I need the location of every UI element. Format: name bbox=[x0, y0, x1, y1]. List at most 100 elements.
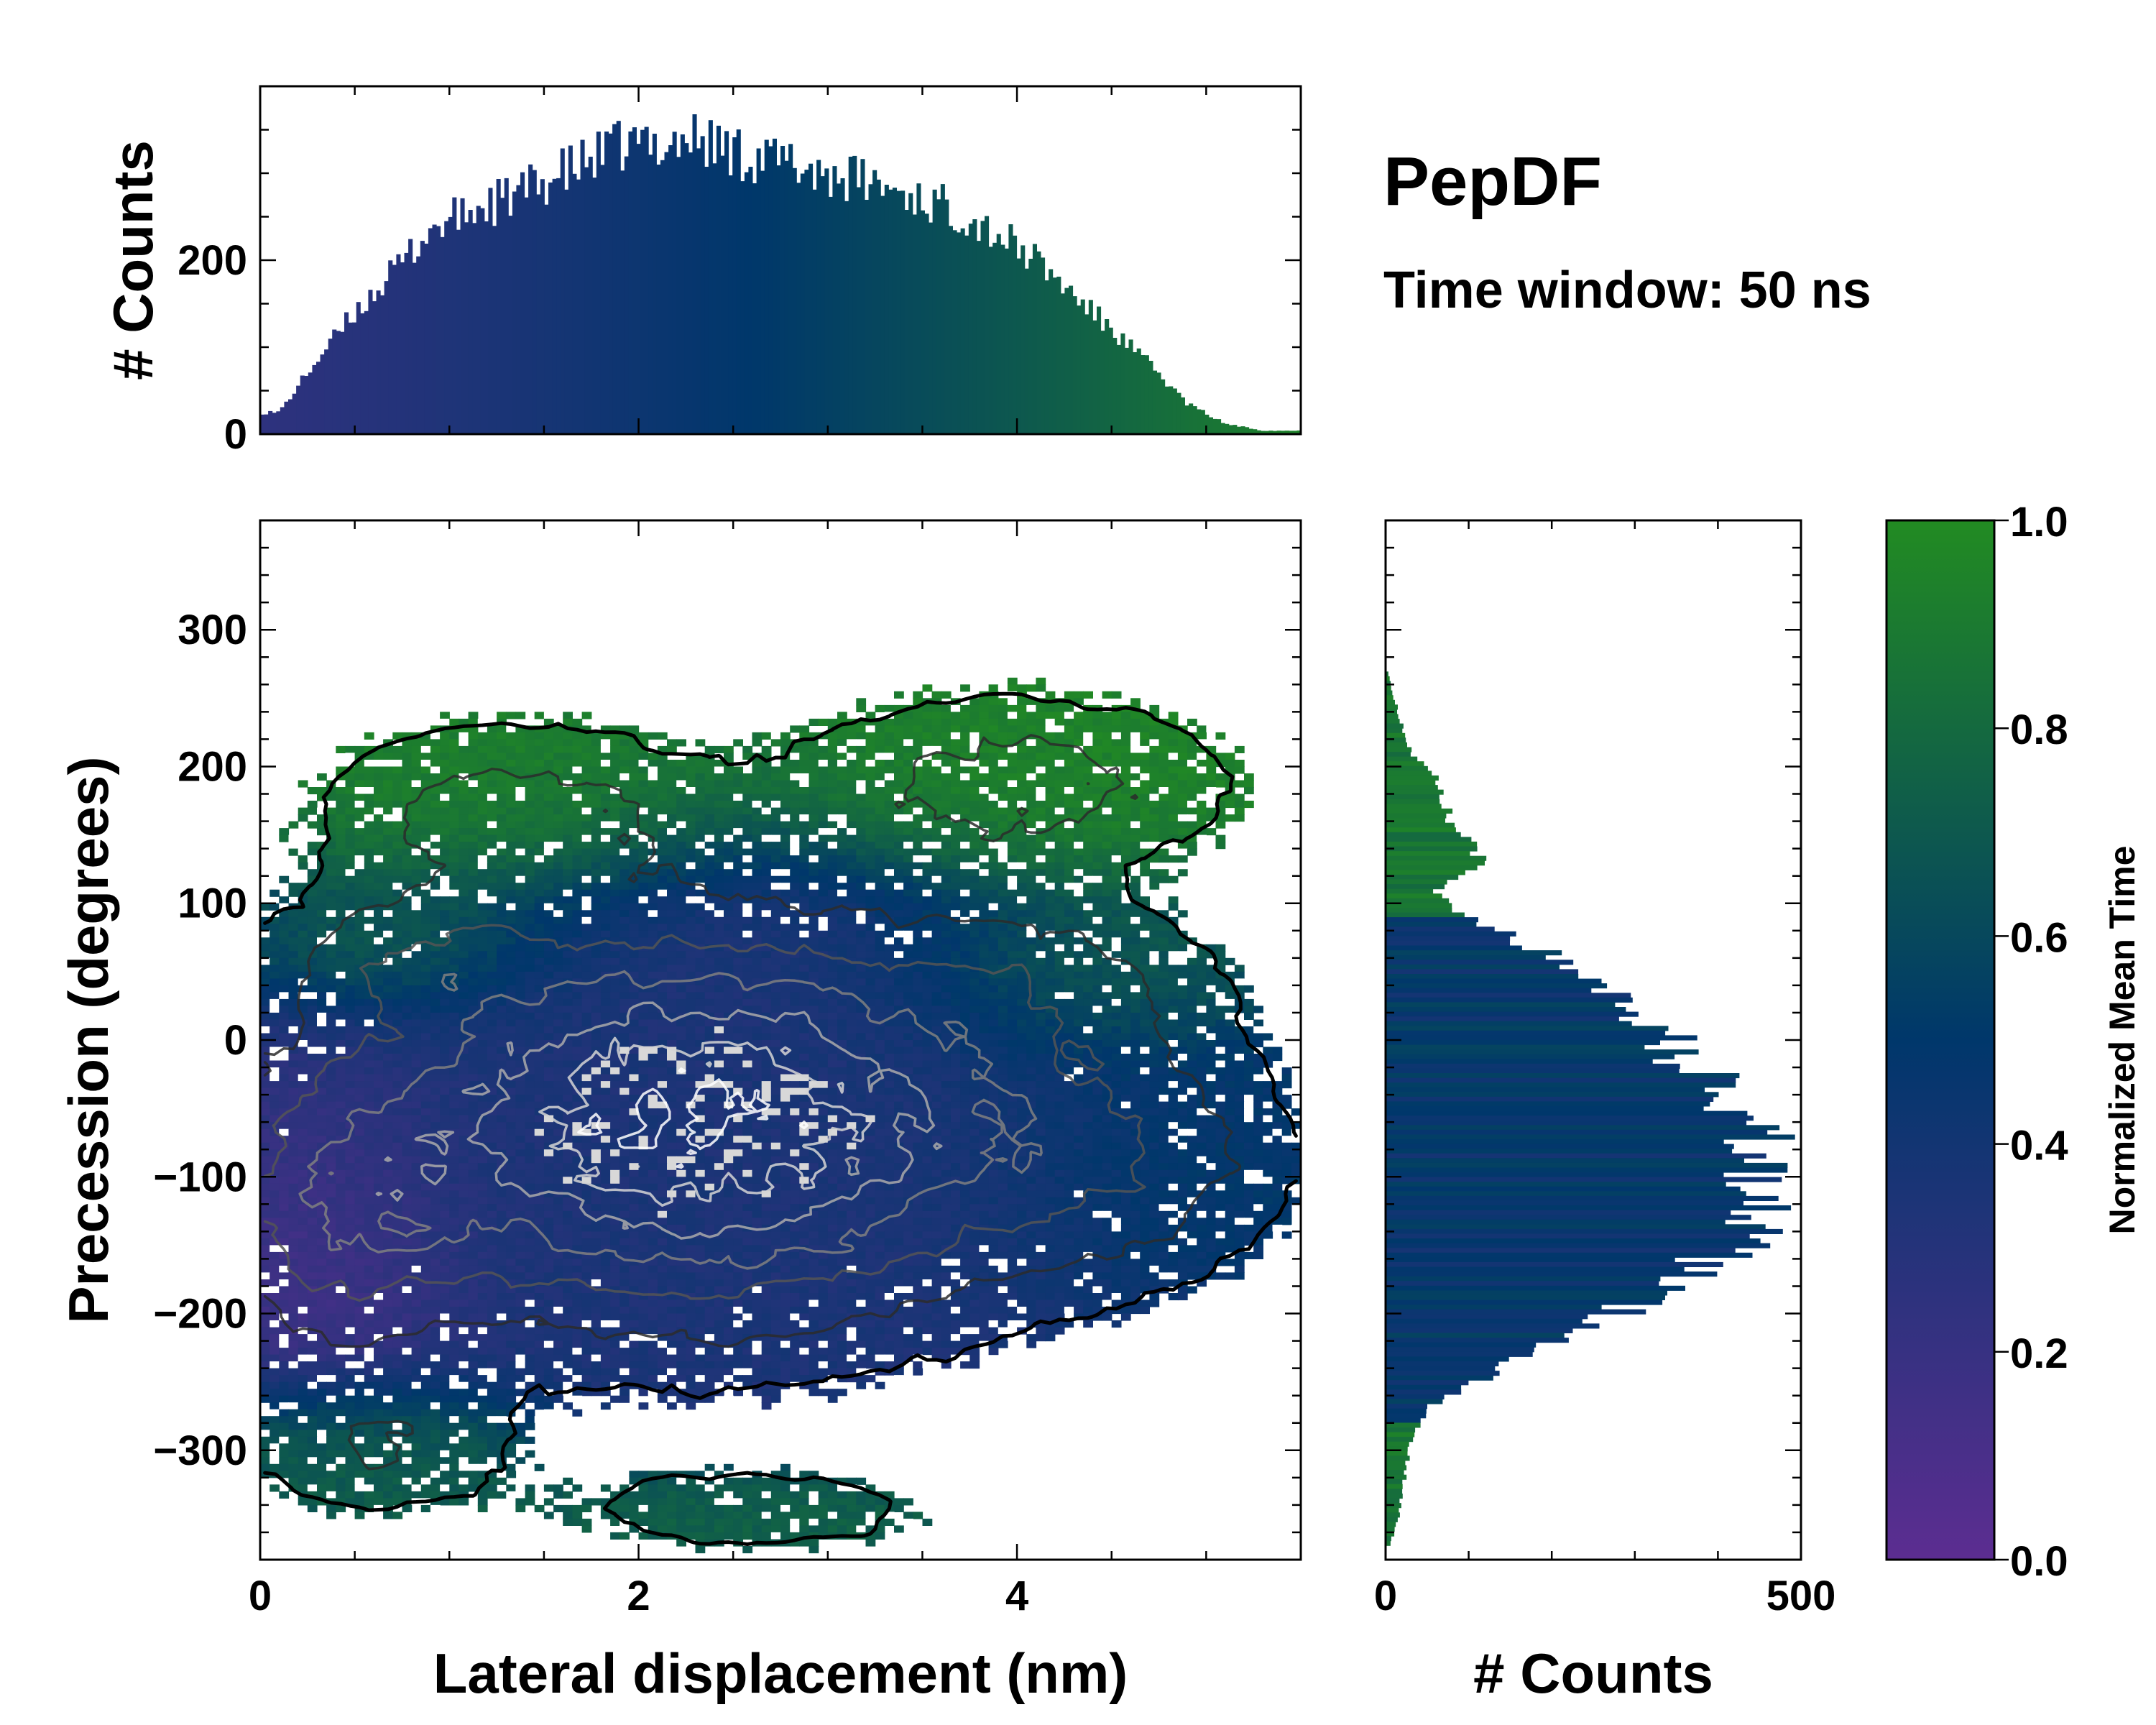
heatmap-cell bbox=[950, 875, 961, 883]
heatmap-cell bbox=[903, 760, 913, 768]
heatmap-cell bbox=[468, 814, 479, 822]
heatmap-cell bbox=[950, 992, 961, 1000]
heatmap-cell bbox=[411, 828, 422, 836]
heatmap-cell bbox=[1054, 957, 1065, 965]
heatmap-cell bbox=[799, 869, 810, 877]
heatmap-cell bbox=[364, 992, 374, 1000]
heatmap-cell bbox=[865, 855, 876, 863]
heatmap-cell bbox=[770, 834, 781, 842]
heatmap-cell bbox=[1045, 862, 1056, 870]
heatmap-cell bbox=[411, 903, 422, 911]
heatmap-cell bbox=[402, 978, 413, 986]
heatmap-cell bbox=[1017, 787, 1027, 795]
heatmap-cell bbox=[1111, 794, 1122, 801]
heatmap-cell bbox=[411, 814, 422, 822]
heatmap-cell bbox=[440, 732, 450, 740]
heatmap-cell bbox=[998, 937, 1008, 945]
heatmap-cell bbox=[1111, 896, 1122, 904]
heatmap-cell bbox=[288, 848, 299, 856]
heatmap-cell bbox=[1054, 712, 1065, 719]
heatmap-cell bbox=[847, 834, 857, 842]
heatmap-cell bbox=[1130, 875, 1141, 883]
top-histogram-bar bbox=[865, 200, 870, 434]
heatmap-cell bbox=[525, 807, 535, 815]
heatmap-cell bbox=[619, 760, 630, 768]
heatmap-cell bbox=[1007, 725, 1018, 733]
heatmap-cell bbox=[695, 985, 706, 993]
heatmap-cell bbox=[402, 766, 413, 774]
heatmap-cell bbox=[629, 766, 640, 774]
top-histogram-bar bbox=[736, 129, 741, 434]
heatmap-cell bbox=[629, 848, 640, 856]
heatmap-cell bbox=[402, 883, 413, 891]
heatmap-cell bbox=[847, 814, 857, 822]
heatmap-cell bbox=[808, 848, 819, 856]
top-histogram-bar bbox=[948, 226, 953, 434]
heatmap-cell bbox=[459, 1012, 469, 1020]
heatmap-cell bbox=[856, 704, 867, 712]
top-histogram-bar bbox=[432, 224, 437, 434]
heatmap-cell bbox=[894, 944, 904, 952]
heatmap-cell bbox=[506, 828, 517, 836]
heatmap-cell bbox=[420, 965, 431, 972]
heatmap-cell bbox=[1054, 745, 1065, 753]
heatmap-cell bbox=[657, 896, 668, 904]
heatmap-cell bbox=[1206, 807, 1217, 815]
heatmap-cell bbox=[988, 1026, 999, 1034]
heatmap-cell bbox=[563, 712, 573, 719]
heatmap-cell bbox=[1177, 985, 1188, 993]
heatmap-cell bbox=[1074, 910, 1084, 918]
heatmap-cell bbox=[1092, 745, 1103, 753]
heatmap-cell bbox=[1045, 745, 1056, 753]
heatmap-cell bbox=[392, 1033, 403, 1041]
heatmap-cell bbox=[1197, 814, 1207, 822]
heatmap-cell bbox=[960, 787, 970, 795]
heatmap-cell bbox=[515, 745, 526, 753]
heatmap-cell bbox=[837, 848, 847, 856]
heatmap-cell bbox=[638, 951, 649, 959]
heatmap-cell bbox=[553, 916, 563, 924]
heatmap-cell bbox=[790, 753, 800, 760]
heatmap-cell bbox=[1102, 910, 1112, 918]
heatmap-cell bbox=[1017, 978, 1027, 986]
heatmap-cell bbox=[913, 739, 923, 747]
heatmap-cell bbox=[572, 869, 583, 877]
heatmap-cell bbox=[657, 821, 668, 829]
heatmap-cell bbox=[553, 745, 563, 753]
heatmap-cell bbox=[1158, 855, 1169, 863]
heatmap-cell bbox=[780, 992, 791, 1000]
heatmap-cell bbox=[1007, 998, 1018, 1006]
heatmap-cell bbox=[1045, 985, 1056, 993]
heatmap-cell bbox=[279, 971, 290, 979]
heatmap-cell bbox=[790, 801, 800, 809]
heatmap-cell bbox=[1102, 828, 1112, 836]
heatmap-cell bbox=[1092, 910, 1103, 918]
heatmap-cell bbox=[648, 903, 658, 911]
heatmap-cell bbox=[913, 896, 923, 904]
heatmap-cell bbox=[260, 924, 270, 932]
heatmap-cell bbox=[704, 821, 715, 829]
heatmap-cell bbox=[979, 903, 990, 911]
heatmap-cell bbox=[553, 903, 563, 911]
heatmap-cell bbox=[827, 718, 838, 726]
heatmap-cell bbox=[506, 780, 517, 788]
top-histogram-bar bbox=[816, 160, 821, 434]
heatmap-cell bbox=[487, 896, 497, 904]
heatmap-cell bbox=[704, 780, 715, 788]
heatmap-cell bbox=[1206, 814, 1217, 822]
heatmap-cell bbox=[1197, 787, 1207, 795]
heatmap-cell bbox=[950, 745, 961, 753]
heatmap-cell bbox=[449, 766, 460, 774]
heatmap-cell bbox=[1036, 944, 1046, 952]
heatmap-cell bbox=[543, 814, 554, 822]
heatmap-cell bbox=[629, 903, 640, 911]
heatmap-cell bbox=[770, 1040, 781, 1048]
heatmap-cell bbox=[790, 1033, 800, 1041]
heatmap-cell bbox=[941, 875, 952, 883]
heatmap-cell bbox=[411, 1026, 422, 1034]
heatmap-cell bbox=[837, 1026, 847, 1034]
heatmap-cell bbox=[468, 739, 479, 747]
heatmap-cell bbox=[827, 766, 838, 774]
heatmap-cell bbox=[847, 794, 857, 801]
heatmap-cell bbox=[506, 985, 517, 993]
